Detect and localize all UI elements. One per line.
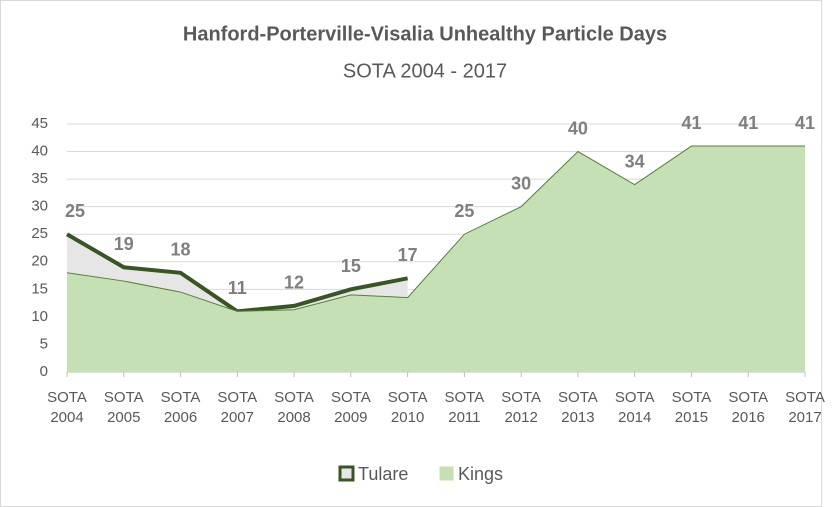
x-tick-label: SOTA 2012 bbox=[501, 389, 541, 426]
data-label: 17 bbox=[398, 245, 418, 265]
data-label: 30 bbox=[511, 173, 531, 193]
area-edge bbox=[66, 145, 805, 312]
data-label: 19 bbox=[114, 234, 134, 254]
x-tick-label: SOTA 2011 bbox=[444, 389, 485, 426]
chart-title: Hanford-Porterville-Visalia Unhealthy Pa… bbox=[183, 23, 667, 45]
legend-label: Kings bbox=[458, 464, 503, 484]
x-tick-label: SOTA 2015 bbox=[671, 389, 712, 426]
data-label: 41 bbox=[738, 113, 758, 133]
x-tick-label: SOTA 2013 bbox=[558, 389, 598, 426]
x-tick-label: SOTA 2007 bbox=[217, 389, 258, 426]
y-tick-label: 30 bbox=[31, 198, 48, 215]
x-tick-label: SOTA 2004 bbox=[47, 389, 87, 426]
x-tick-label: SOTA 2016 bbox=[728, 389, 769, 426]
y-tick-label: 45 bbox=[31, 115, 48, 132]
x-tick-label: SOTA 2009 bbox=[330, 389, 371, 426]
y-tick-label: 35 bbox=[31, 170, 48, 187]
chart-subtitle: SOTA 2004 - 2017 bbox=[343, 60, 507, 82]
data-label: 25 bbox=[65, 201, 85, 221]
x-tick-label: SOTA 2008 bbox=[274, 389, 314, 426]
y-tick-label: 15 bbox=[31, 280, 48, 297]
x-tick-label: SOTA 2014 bbox=[614, 389, 655, 426]
area bbox=[67, 146, 805, 372]
data-label: 25 bbox=[454, 201, 474, 221]
y-tick-label: 10 bbox=[31, 308, 48, 325]
data-label: 18 bbox=[171, 240, 191, 260]
legend-label: Tulare bbox=[358, 464, 408, 484]
y-tick-label: 0 bbox=[40, 363, 48, 380]
y-tick-label: 20 bbox=[31, 253, 48, 270]
legend-swatch bbox=[338, 465, 355, 482]
data-label: 41 bbox=[681, 113, 701, 133]
x-tick-label: SOTA 2010 bbox=[387, 389, 428, 426]
data-label: 12 bbox=[284, 273, 304, 293]
y-tick-label: 25 bbox=[31, 225, 48, 242]
y-tick-label: 40 bbox=[31, 143, 48, 160]
x-tick-label: SOTA 2017 bbox=[785, 389, 825, 426]
data-label: 15 bbox=[341, 256, 361, 276]
x-tick-label: SOTA 2005 bbox=[103, 389, 144, 426]
y-tick-label: 5 bbox=[40, 335, 48, 352]
data-label: 41 bbox=[795, 113, 815, 133]
data-label: 34 bbox=[625, 151, 645, 171]
data-label: 11 bbox=[228, 278, 247, 298]
x-tick-label: SOTA 2006 bbox=[160, 389, 201, 426]
data-label: 40 bbox=[568, 118, 588, 138]
legend-swatch bbox=[439, 466, 454, 481]
